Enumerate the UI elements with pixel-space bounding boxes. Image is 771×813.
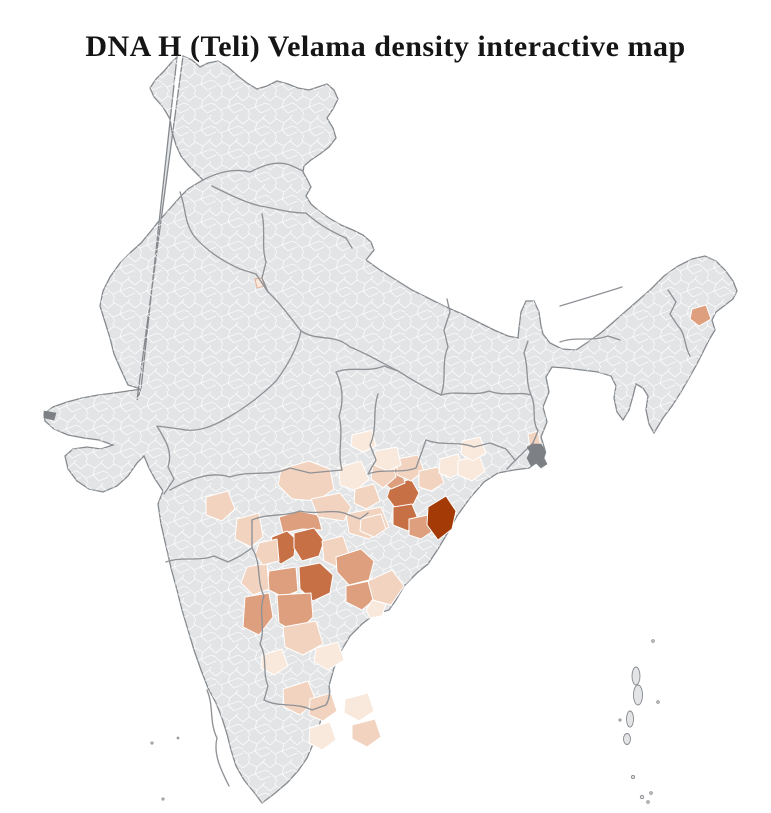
district[interactable]: [396, 454, 425, 482]
district[interactable]: [282, 620, 324, 656]
district[interactable]: [343, 692, 375, 722]
district[interactable]: [460, 436, 487, 462]
district[interactable]: [418, 466, 445, 492]
lakshadweep-island: [161, 797, 165, 801]
district[interactable]: [345, 580, 377, 611]
andaman-island: [623, 733, 631, 745]
nicobar-island: [639, 794, 645, 800]
district[interactable]: [365, 599, 387, 619]
island: [618, 718, 622, 722]
district[interactable]: [313, 641, 345, 671]
district[interactable]: [350, 429, 377, 453]
choropleth-districts: [205, 277, 712, 751]
district[interactable]: [338, 460, 370, 492]
district[interactable]: [260, 648, 289, 676]
india-outline-shape[interactable]: [43, 55, 738, 804]
district[interactable]: [277, 460, 335, 502]
state-borders: [156, 162, 691, 787]
district[interactable]: [254, 538, 280, 566]
sundarbans-delta-patch: [526, 443, 548, 469]
andaman-island: [631, 666, 641, 686]
district[interactable]: [426, 495, 457, 541]
island-chains[interactable]: [150, 639, 660, 804]
nicobar-island: [649, 791, 653, 795]
district[interactable]: [689, 304, 712, 327]
india-landmass[interactable]: [43, 55, 738, 804]
island: [656, 700, 660, 704]
district[interactable]: [308, 692, 338, 722]
andaman-island: [633, 684, 643, 706]
kutch-tip-patch: [43, 410, 57, 421]
district[interactable]: [308, 721, 337, 751]
lakshadweep-island: [150, 741, 154, 745]
district[interactable]: [293, 527, 325, 562]
district[interactable]: [367, 569, 405, 606]
district[interactable]: [205, 490, 236, 522]
district[interactable]: [298, 562, 334, 602]
wetland-patches: [43, 410, 548, 469]
lakshadweep-island: [176, 736, 180, 740]
nicobar-island: [630, 774, 636, 780]
district[interactable]: [359, 513, 387, 538]
district[interactable]: [234, 512, 264, 548]
district[interactable]: [353, 483, 381, 510]
district[interactable]: [351, 718, 382, 748]
nicobar-island: [646, 800, 650, 804]
district[interactable]: [242, 592, 274, 636]
island: [651, 639, 655, 643]
andaman-island: [626, 710, 634, 728]
